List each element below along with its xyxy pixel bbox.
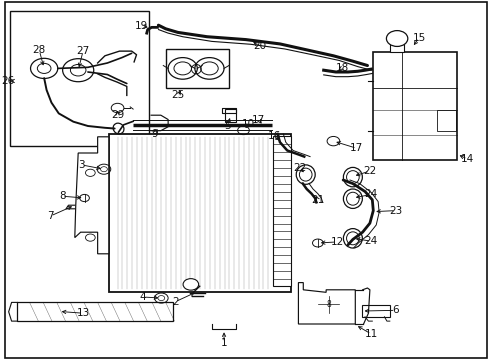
Text: 22: 22 bbox=[363, 166, 376, 176]
Circle shape bbox=[386, 31, 407, 46]
Text: 7: 7 bbox=[47, 211, 54, 221]
Bar bbox=[361, 305, 389, 317]
Bar bbox=[18, 302, 173, 321]
Text: 13: 13 bbox=[76, 308, 89, 318]
Text: 24: 24 bbox=[364, 189, 377, 199]
Text: 15: 15 bbox=[411, 33, 425, 43]
Text: 12: 12 bbox=[330, 237, 343, 247]
Text: 28: 28 bbox=[33, 45, 46, 55]
Text: 9: 9 bbox=[151, 129, 158, 139]
Text: 23: 23 bbox=[388, 206, 402, 216]
Bar bbox=[372, 52, 456, 160]
Text: 10: 10 bbox=[242, 119, 255, 129]
Text: 25: 25 bbox=[171, 90, 184, 100]
Text: 8: 8 bbox=[59, 191, 65, 201]
Text: 17: 17 bbox=[349, 143, 363, 153]
Text: 16: 16 bbox=[267, 131, 280, 141]
Text: 21: 21 bbox=[310, 195, 324, 205]
Text: 24: 24 bbox=[364, 236, 377, 246]
Text: 22: 22 bbox=[293, 163, 306, 174]
Text: 11: 11 bbox=[364, 329, 377, 339]
Bar bbox=[272, 136, 290, 286]
Polygon shape bbox=[75, 137, 109, 254]
Text: 2: 2 bbox=[172, 297, 179, 307]
Bar bbox=[109, 134, 290, 292]
Text: 1: 1 bbox=[220, 338, 227, 348]
Bar bbox=[437, 110, 455, 131]
Text: 8: 8 bbox=[325, 300, 330, 309]
Text: 6: 6 bbox=[391, 305, 398, 315]
Text: 20: 20 bbox=[252, 41, 265, 51]
Text: 17: 17 bbox=[251, 114, 264, 125]
Bar bbox=[10, 11, 148, 146]
Polygon shape bbox=[298, 283, 355, 324]
Text: 5: 5 bbox=[224, 121, 230, 131]
Text: 4: 4 bbox=[139, 292, 146, 302]
Bar bbox=[225, 109, 236, 122]
Text: 19: 19 bbox=[135, 21, 148, 31]
Text: 27: 27 bbox=[76, 46, 89, 56]
Text: 29: 29 bbox=[111, 110, 124, 120]
Text: 14: 14 bbox=[460, 154, 473, 164]
Text: 18: 18 bbox=[335, 63, 348, 73]
Bar bbox=[389, 43, 403, 52]
Circle shape bbox=[183, 279, 198, 290]
Text: 3: 3 bbox=[78, 160, 85, 170]
Text: 26: 26 bbox=[1, 76, 14, 86]
Bar bbox=[165, 49, 228, 88]
